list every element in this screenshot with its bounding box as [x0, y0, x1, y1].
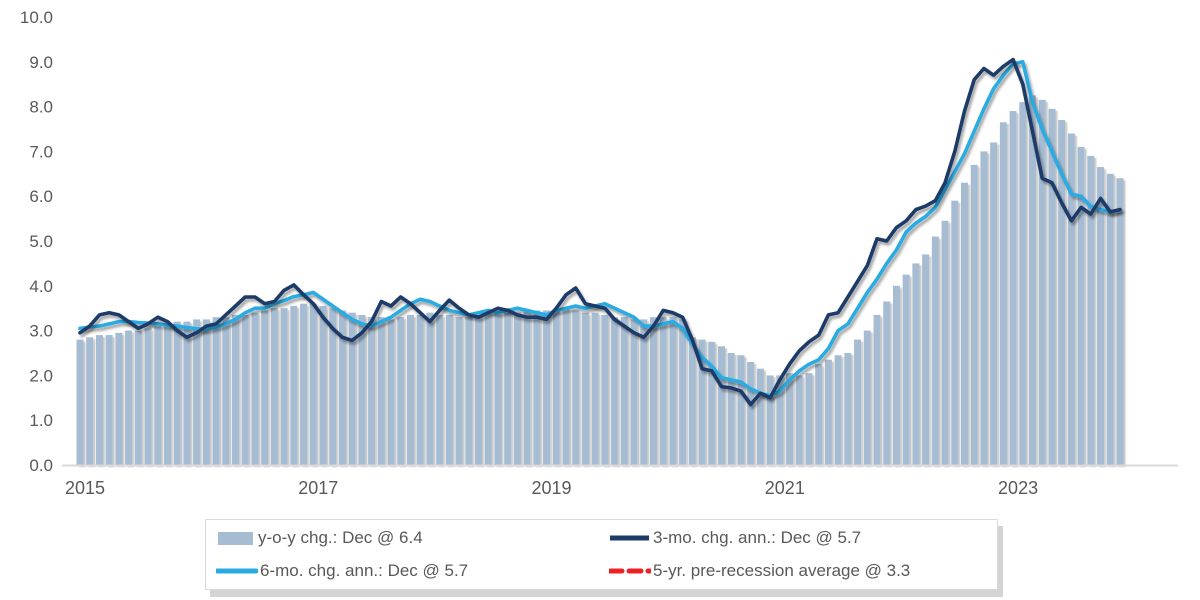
svg-text:7.0: 7.0: [29, 142, 53, 161]
svg-text:2017: 2017: [298, 478, 338, 498]
legend: y-o-y chg.: Dec @ 6.4 3-mo. chg. ann.: D…: [205, 519, 998, 590]
legend-label-yoy: y-o-y chg.: Dec @ 6.4: [258, 528, 423, 548]
svg-text:2019: 2019: [532, 478, 572, 498]
legend-item-recession-avg: 5-yr. pre-recession average @ 3.3: [609, 555, 997, 588]
svg-text:5.0: 5.0: [29, 232, 53, 251]
svg-text:10.0: 10.0: [20, 8, 53, 27]
svg-text:6.0: 6.0: [29, 187, 53, 206]
svg-text:2.0: 2.0: [29, 366, 53, 385]
line-series-swatch-3mo: [610, 535, 649, 541]
svg-text:0.0: 0.0: [29, 456, 53, 475]
svg-text:1.0: 1.0: [29, 411, 53, 430]
legend-item-3mo: 3-mo. chg. ann.: Dec @ 5.7: [609, 522, 997, 555]
svg-text:2015: 2015: [65, 478, 105, 498]
dashed-line-swatch: [609, 568, 651, 574]
svg-text:2021: 2021: [765, 478, 805, 498]
legend-label-recession-avg: 5-yr. pre-recession average @ 3.3: [653, 560, 911, 580]
svg-text:4.0: 4.0: [29, 277, 53, 296]
legend-label-3mo: 3-mo. chg. ann.: Dec @ 5.7: [653, 528, 862, 548]
bar-series-swatch: [218, 532, 253, 546]
legend-item-6mo: 6-mo. chg. ann.: Dec @ 5.7: [216, 555, 609, 588]
svg-text:2023: 2023: [998, 478, 1038, 498]
legend-item-yoy: y-o-y chg.: Dec @ 6.4: [216, 522, 609, 555]
svg-text:9.0: 9.0: [29, 53, 53, 72]
svg-text:8.0: 8.0: [29, 98, 53, 117]
legend-label-preavg: 6-mo. chg. ann.: Dec @ 5.7: [260, 560, 469, 580]
line-series-swatch-6mo: [216, 568, 258, 574]
svg-text:3.0: 3.0: [29, 322, 53, 341]
